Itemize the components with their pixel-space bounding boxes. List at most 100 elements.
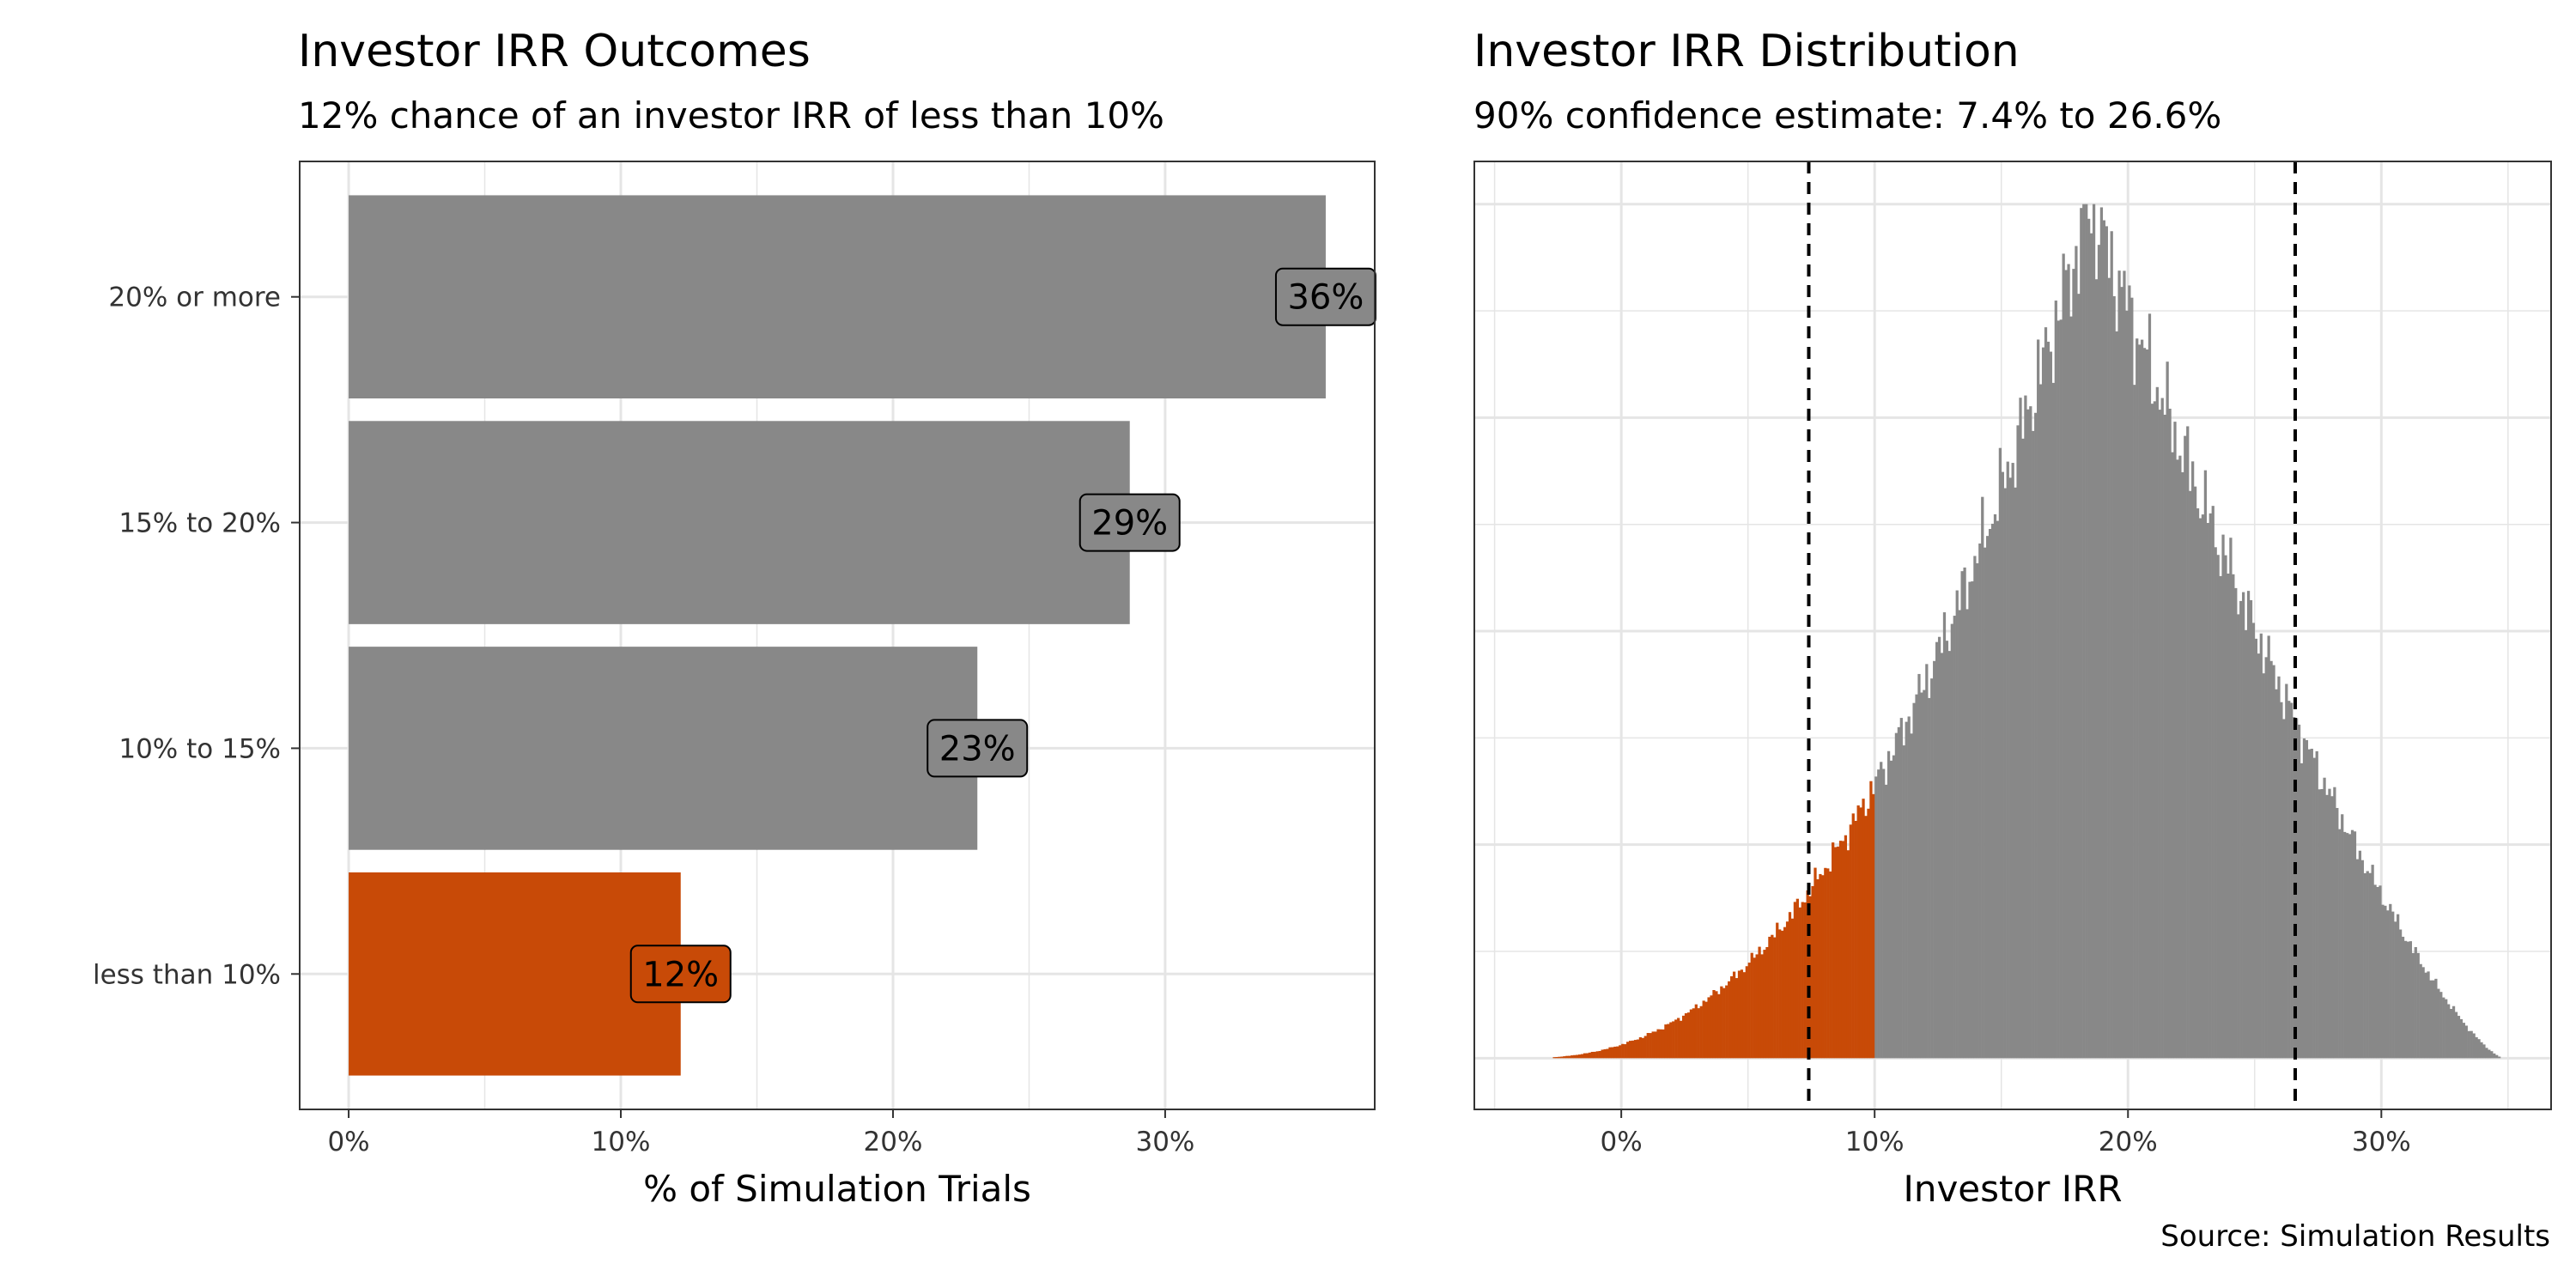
histogram-bar bbox=[2123, 270, 2126, 1059]
histogram-bar bbox=[2297, 724, 2301, 1059]
histogram-bar bbox=[2176, 459, 2179, 1059]
histogram-bar bbox=[2338, 829, 2342, 1059]
right-chart-title: Investor IRR Distribution bbox=[1473, 26, 2020, 77]
data-label: 12% bbox=[642, 955, 719, 994]
histogram-bar bbox=[1973, 556, 1977, 1059]
histogram-bar bbox=[1679, 1020, 1683, 1059]
histogram-bar bbox=[2234, 587, 2238, 1059]
histogram-bar bbox=[2001, 471, 2004, 1059]
histogram-bar bbox=[2120, 287, 2123, 1059]
histogram-bar bbox=[1707, 997, 1710, 1059]
histogram-bar bbox=[1862, 799, 1865, 1059]
histogram-bar bbox=[1641, 1037, 1644, 1059]
histogram-bar bbox=[2495, 1054, 2499, 1059]
histogram-bar bbox=[1872, 793, 1875, 1059]
histogram-bar bbox=[1580, 1054, 1584, 1059]
histogram-bar bbox=[2034, 412, 2038, 1059]
histogram-bar bbox=[1783, 927, 1787, 1059]
histogram-bar bbox=[1874, 776, 1878, 1059]
histogram-bar bbox=[2467, 1030, 2470, 1059]
histogram-bar bbox=[1864, 816, 1868, 1059]
histogram-bar bbox=[1859, 807, 1862, 1059]
histogram-bar bbox=[2102, 220, 2105, 1059]
data-label-box bbox=[629, 945, 732, 1004]
histogram-bar bbox=[2437, 988, 2440, 1059]
histogram-bar bbox=[1745, 966, 1748, 1059]
y-tick-label: less than 10% bbox=[93, 959, 281, 990]
x-tick-label: 20% bbox=[864, 1127, 923, 1157]
histogram-bar bbox=[1704, 1001, 1708, 1059]
histogram-bar bbox=[1798, 907, 1801, 1059]
histogram-bar bbox=[1930, 678, 1934, 1059]
histogram-bar bbox=[2454, 1012, 2458, 1059]
histogram-bar bbox=[1912, 702, 1916, 1059]
histogram-bar bbox=[1856, 805, 1860, 1059]
histogram-bar bbox=[1894, 732, 1899, 1059]
left-chart-subtitle: 12% chance of an investor IRR of less th… bbox=[298, 94, 1164, 137]
histogram-bar bbox=[2024, 395, 2027, 1059]
histogram-bar bbox=[1697, 1008, 1700, 1059]
histogram-bar bbox=[2267, 635, 2270, 1059]
data-label: 29% bbox=[1091, 504, 1168, 544]
histogram-bar bbox=[2173, 422, 2177, 1059]
histogram-bar bbox=[1803, 902, 1807, 1059]
histogram-bar bbox=[1624, 1044, 1627, 1059]
x-tick-label: 30% bbox=[1135, 1127, 1194, 1157]
histogram-bar bbox=[1626, 1042, 1630, 1059]
histogram-bar bbox=[2221, 534, 2225, 1059]
histogram-bar bbox=[2328, 788, 2331, 1059]
histogram-bar bbox=[2059, 319, 2063, 1059]
histogram-bar bbox=[2272, 665, 2275, 1059]
histogram-bar bbox=[1829, 871, 1832, 1059]
histogram-bar bbox=[2163, 414, 2166, 1059]
histogram-bar bbox=[2148, 313, 2152, 1059]
histogram-bar bbox=[2447, 1004, 2451, 1059]
histogram-bar bbox=[2219, 575, 2222, 1059]
histogram-bar bbox=[1905, 721, 1908, 1059]
histogram-bar bbox=[2386, 910, 2390, 1059]
histogram-bar bbox=[1715, 991, 1718, 1059]
histogram-bar bbox=[2384, 905, 2387, 1059]
histogram-bar bbox=[2462, 1023, 2465, 1059]
histogram-bar bbox=[2427, 971, 2430, 1059]
histogram-bar bbox=[2315, 750, 2318, 1059]
histogram-bar bbox=[2470, 1030, 2473, 1059]
histogram-bar bbox=[1801, 902, 1804, 1059]
histogram-bar bbox=[1963, 567, 1966, 1059]
histogram-bar bbox=[1664, 1024, 1668, 1059]
histogram-bar bbox=[2350, 829, 2354, 1059]
histogram-bar bbox=[1730, 975, 1734, 1059]
histogram-bar bbox=[1677, 1018, 1680, 1059]
y-tick-label: 20% or more bbox=[108, 283, 281, 313]
histogram-bar bbox=[1560, 1056, 1564, 1059]
histogram-bar bbox=[2166, 361, 2169, 1059]
histogram-bar bbox=[1785, 921, 1789, 1059]
histogram-bar bbox=[2480, 1042, 2483, 1059]
histogram-bar bbox=[1633, 1040, 1637, 1059]
x-tick-label: 30% bbox=[2352, 1127, 2411, 1157]
histogram-bar bbox=[2094, 279, 2099, 1059]
histogram-bar bbox=[2371, 865, 2374, 1059]
histogram-bar bbox=[1760, 954, 1764, 1059]
data-label: 23% bbox=[939, 729, 1016, 769]
histogram-bar bbox=[1793, 902, 1797, 1059]
histogram-bar bbox=[2014, 487, 2017, 1059]
histogram-bar bbox=[2054, 301, 2057, 1059]
histogram-bar bbox=[2029, 406, 2032, 1059]
histogram-bar bbox=[1790, 918, 1795, 1059]
histogram-bar bbox=[1917, 673, 1921, 1059]
histogram-bar bbox=[2211, 506, 2215, 1059]
histogram-bar bbox=[1735, 978, 1739, 1059]
histogram-bar bbox=[1613, 1046, 1617, 1059]
histogram-bar bbox=[1771, 934, 1774, 1059]
histogram-bar bbox=[1563, 1056, 1566, 1059]
histogram-bar bbox=[2445, 999, 2448, 1059]
histogram-bar bbox=[2411, 952, 2415, 1059]
histogram-bar bbox=[2085, 204, 2088, 1059]
histogram-bar bbox=[2330, 796, 2334, 1059]
histogram-bar bbox=[2080, 208, 2083, 1059]
histogram-bar bbox=[1996, 520, 2000, 1059]
histogram-bar bbox=[1565, 1055, 1569, 1059]
histogram-bar bbox=[2397, 914, 2400, 1059]
histogram-bar bbox=[2300, 762, 2304, 1059]
